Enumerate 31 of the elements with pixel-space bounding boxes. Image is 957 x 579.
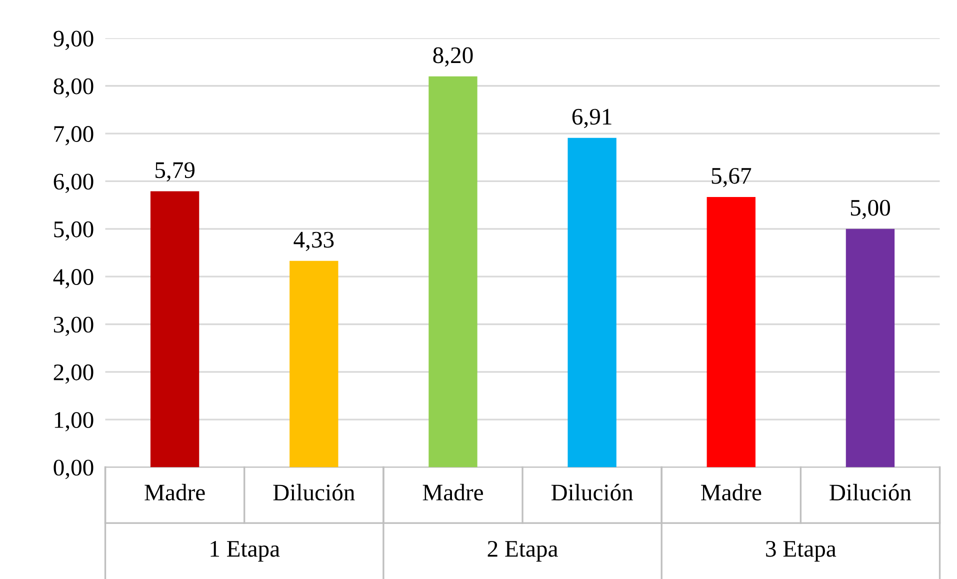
- bar: [428, 76, 478, 468]
- bar: [568, 138, 616, 468]
- y-tick-label: 1,00: [54, 412, 94, 432]
- data-label: 5,67: [712, 168, 752, 188]
- text: 2 Etapa: [488, 540, 558, 562]
- y-tick-label: 3,00: [54, 316, 94, 336]
- y-tick-label: 7,00: [54, 126, 94, 146]
- data-label: 5,79: [156, 162, 195, 182]
- text: 3 Etapa: [766, 540, 836, 562]
- y-tick-label: 0,00: [54, 460, 94, 480]
- x-tick-label: Madre: [144, 484, 205, 501]
- x-tick-label: Madre: [701, 484, 762, 501]
- y-tick-label: 2,00: [54, 364, 94, 384]
- bar: [290, 260, 338, 468]
- x-tick-label: Dilución: [830, 484, 912, 501]
- data-label: 6,91: [572, 108, 612, 128]
- bar: [706, 196, 756, 468]
- text: 1 Etapa: [210, 541, 280, 562]
- y-tick-label: 6,00: [54, 174, 94, 194]
- x-tick-label: Dilución: [551, 484, 634, 501]
- x-tick-label: Madre: [422, 484, 483, 501]
- y-tick-label: 8,00: [54, 78, 94, 98]
- y-tick-label: 4,00: [53, 269, 94, 288]
- bar: [846, 228, 895, 468]
- data-label: 5,00: [850, 200, 890, 220]
- y-tick-label: 5,00: [54, 221, 94, 241]
- data-label: 8,20: [433, 47, 473, 67]
- bar: [150, 191, 200, 468]
- data-label: 4,33: [294, 232, 334, 252]
- y-tick-label: 9,00: [54, 30, 94, 50]
- x-tick-label: Dilución: [273, 484, 355, 501]
